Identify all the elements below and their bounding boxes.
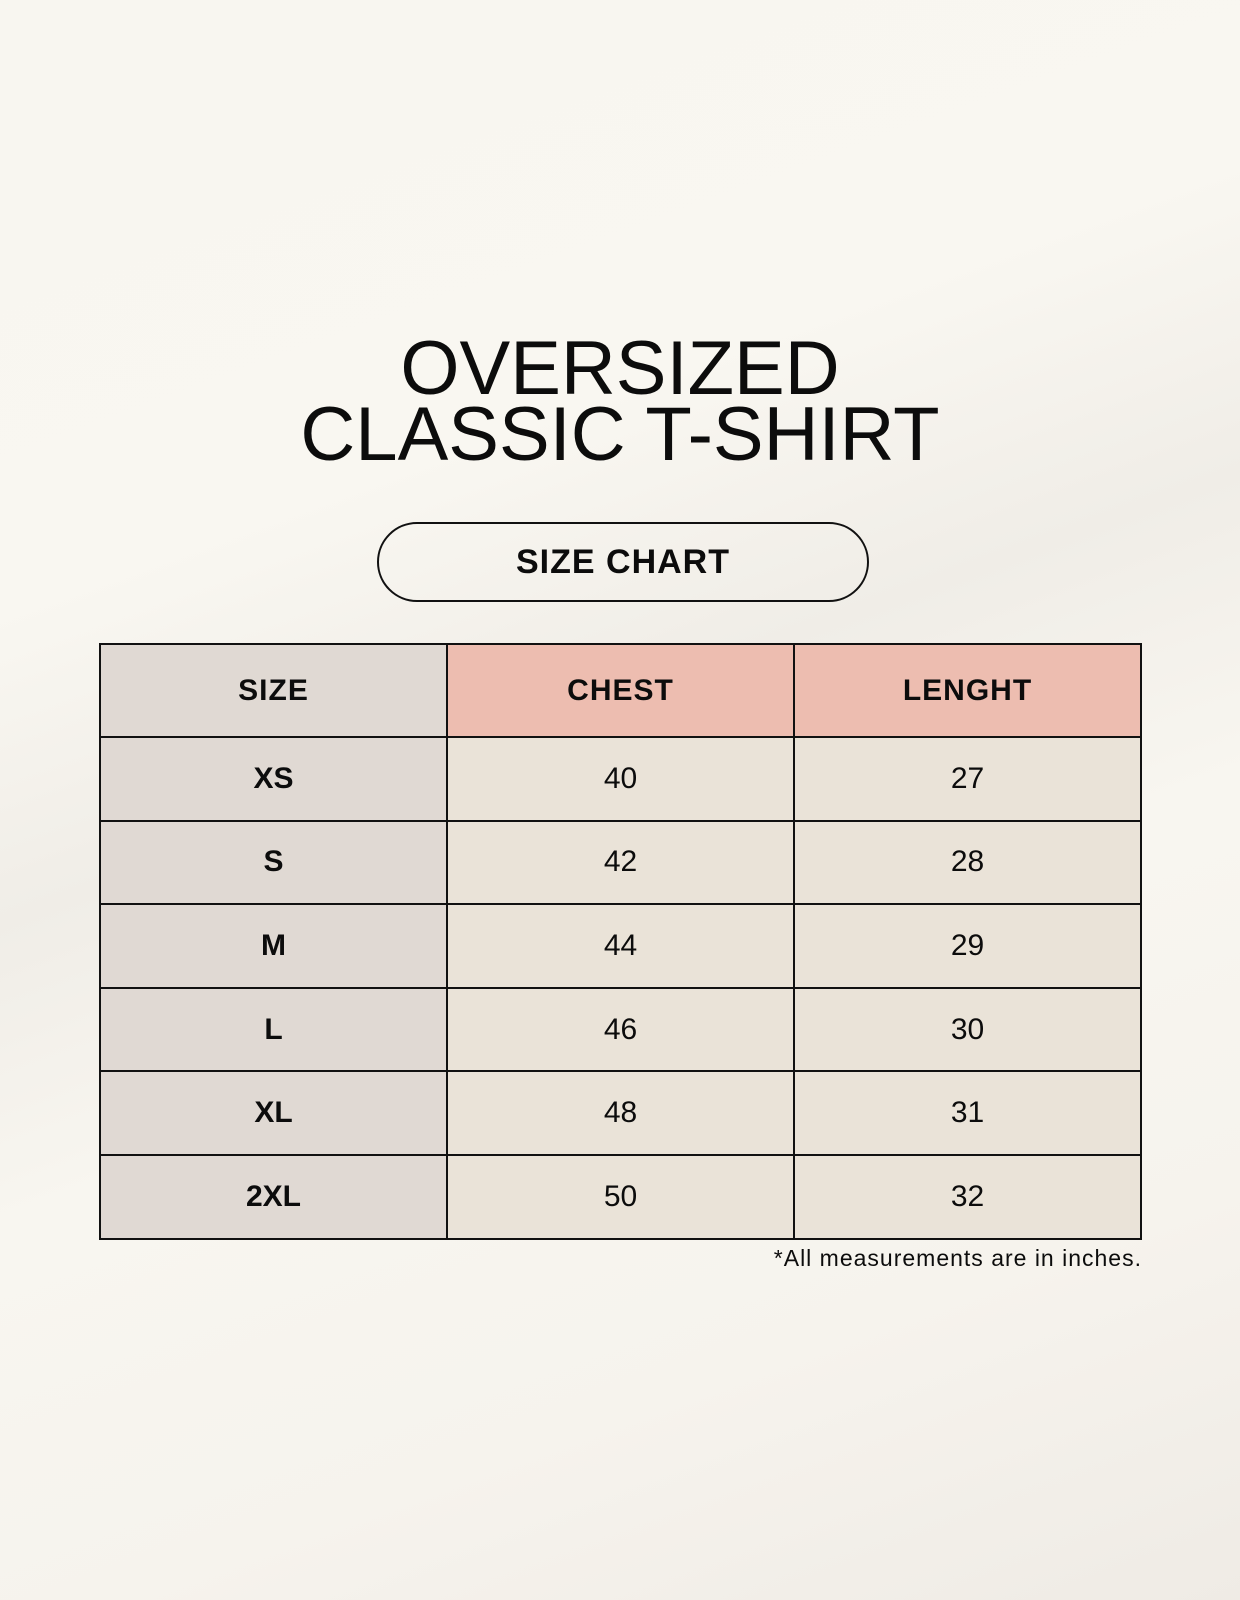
length-cell: 29: [793, 903, 1142, 989]
size-cell: L: [99, 986, 448, 1073]
table-row: L 46 30: [99, 986, 1142, 1073]
size-cell: M: [99, 903, 448, 989]
chest-cell: 44: [446, 903, 795, 989]
header-chest: CHEST: [446, 643, 795, 738]
table-row: XL 48 31: [99, 1070, 1142, 1156]
length-cell: 31: [793, 1070, 1142, 1156]
length-cell: 28: [793, 819, 1142, 906]
title-line-2: CLASSIC T-SHIRT: [300, 392, 940, 477]
chest-cell: 50: [446, 1153, 795, 1240]
size-table: SIZE CHEST LENGHT XS 40 27 S 42 28 M 44 29 L 46 30 X…: [99, 643, 1142, 1240]
footnote: *All measurements are in inches.: [773, 1245, 1142, 1271]
length-cell: 32: [793, 1153, 1142, 1240]
table-row: 2XL 50 32: [99, 1153, 1142, 1240]
length-cell: 30: [793, 986, 1142, 1073]
header-size: SIZE: [99, 643, 448, 738]
table-header: SIZE CHEST LENGHT: [99, 643, 1142, 738]
size-chart-badge: SIZE CHART: [377, 522, 869, 602]
size-cell: XS: [99, 736, 448, 822]
header-length: LENGHT: [793, 643, 1142, 738]
table-row: S 42 28: [99, 819, 1142, 906]
size-cell: XL: [99, 1070, 448, 1156]
chest-cell: 48: [446, 1070, 795, 1156]
length-cell: 27: [793, 736, 1142, 822]
title-line-1: OVERSIZED: [400, 326, 840, 411]
page-title: OVERSIZED CLASSIC T-SHIRT: [0, 326, 1240, 477]
chest-cell: 42: [446, 819, 795, 906]
table-row: XS 40 27: [99, 736, 1142, 822]
table-row: M 44 29: [99, 903, 1142, 989]
chest-cell: 46: [446, 986, 795, 1073]
chest-cell: 40: [446, 736, 795, 822]
size-cell: 2XL: [99, 1153, 448, 1240]
size-cell: S: [99, 819, 448, 906]
